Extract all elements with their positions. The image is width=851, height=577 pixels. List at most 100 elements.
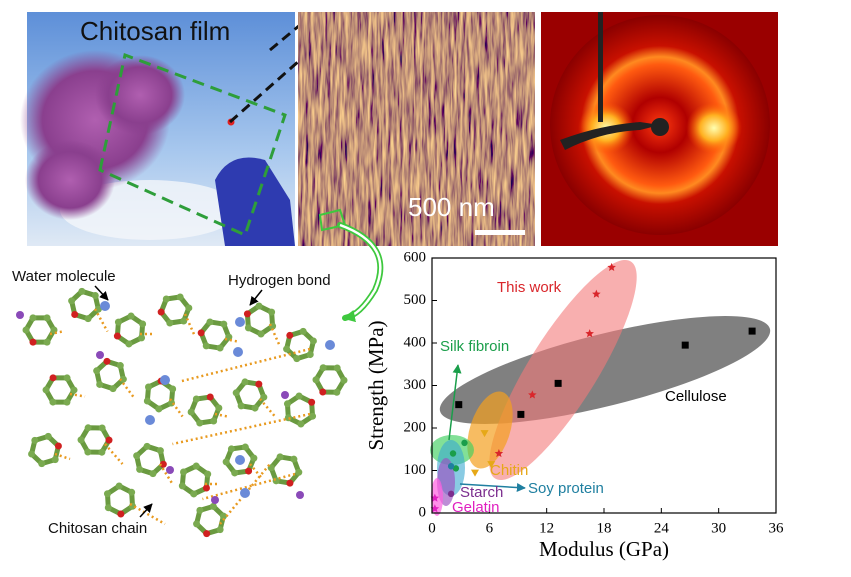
atom: [143, 442, 151, 450]
atom: [268, 308, 276, 316]
atom: [257, 330, 265, 338]
atom: [180, 468, 188, 476]
point: [471, 469, 479, 477]
plot-frame: [431, 257, 777, 514]
ring: [43, 375, 77, 405]
atom: [178, 482, 186, 490]
atom: [180, 317, 188, 325]
atom: [202, 342, 210, 350]
atom: [93, 367, 101, 375]
atom: [202, 484, 210, 492]
atom: [333, 388, 341, 396]
atom: [103, 357, 111, 365]
atom: [139, 320, 147, 328]
atom: [116, 362, 124, 370]
atom: [209, 502, 217, 510]
atom: [210, 417, 218, 425]
nitrogen: [96, 351, 104, 359]
water: [235, 455, 245, 465]
atom: [166, 319, 174, 327]
atom: [176, 293, 184, 301]
atom: [243, 310, 251, 318]
atom: [22, 326, 30, 334]
bond: [119, 378, 136, 400]
atom: [308, 398, 316, 406]
atom: [309, 337, 317, 345]
atom: [105, 436, 113, 444]
diagram-label: Hydrogen bond: [228, 272, 331, 289]
x-axis-label: Modulus (GPa): [539, 537, 669, 561]
atom: [98, 424, 106, 432]
atom: [204, 470, 212, 478]
bond: [49, 330, 63, 336]
atom: [251, 404, 259, 412]
afm-panel: 500 nm: [298, 12, 535, 246]
water: [160, 375, 170, 385]
x-tick-label: 18: [597, 520, 612, 536]
atom: [119, 375, 127, 383]
atom: [245, 467, 253, 475]
point: [449, 450, 457, 457]
atom: [155, 405, 163, 413]
atom: [333, 364, 341, 372]
y-tick-label: 400: [404, 334, 427, 350]
y-tick-label: 200: [404, 419, 427, 435]
atom: [77, 436, 85, 444]
atom: [196, 419, 204, 427]
atom: [185, 304, 193, 312]
atom: [283, 400, 291, 408]
photo-label: Chitosan film: [80, 16, 230, 46]
atom: [319, 388, 327, 396]
point: [452, 465, 460, 472]
atom: [272, 477, 280, 485]
atom: [78, 287, 86, 295]
water: [233, 347, 243, 357]
atom: [143, 397, 151, 405]
point: [480, 430, 489, 438]
atom: [286, 479, 294, 487]
atom: [220, 320, 228, 328]
atom: [149, 470, 157, 478]
y-tick-label: 500: [404, 292, 427, 308]
chart: 0 100 200 300 400 500 600 0 6 12 18 24 30 36 Modulus (…: [364, 249, 784, 560]
bond: [93, 308, 109, 333]
series-label: Gelatin: [452, 499, 500, 516]
atom: [54, 442, 62, 450]
atom: [43, 338, 51, 346]
bond: [268, 323, 282, 348]
atom: [115, 482, 123, 490]
atom: [231, 469, 239, 477]
atom: [227, 445, 235, 453]
atom: [103, 490, 111, 498]
point: [487, 461, 496, 469]
atom: [241, 378, 249, 386]
atom: [159, 460, 167, 468]
xrd-panel: [541, 12, 778, 246]
atom: [138, 334, 146, 342]
atom: [260, 393, 268, 401]
atom: [222, 458, 230, 466]
water: [100, 301, 110, 311]
atom: [255, 302, 263, 310]
atom: [125, 340, 133, 348]
bond: [214, 412, 228, 418]
atom: [293, 355, 301, 363]
atom: [190, 490, 198, 498]
point: [455, 401, 463, 409]
water: [145, 415, 155, 425]
point: [748, 327, 756, 335]
atom: [192, 462, 200, 470]
series-label: Starch: [460, 484, 503, 501]
atom: [203, 530, 211, 538]
atom: [215, 404, 223, 412]
atom: [187, 408, 195, 416]
bond: [259, 398, 276, 418]
water: [240, 488, 250, 498]
atom: [295, 468, 303, 476]
atom: [29, 314, 37, 322]
atom: [98, 448, 106, 456]
nitrogen: [166, 466, 174, 474]
atom: [319, 364, 327, 372]
nitrogen: [211, 496, 219, 504]
atom: [127, 312, 135, 320]
